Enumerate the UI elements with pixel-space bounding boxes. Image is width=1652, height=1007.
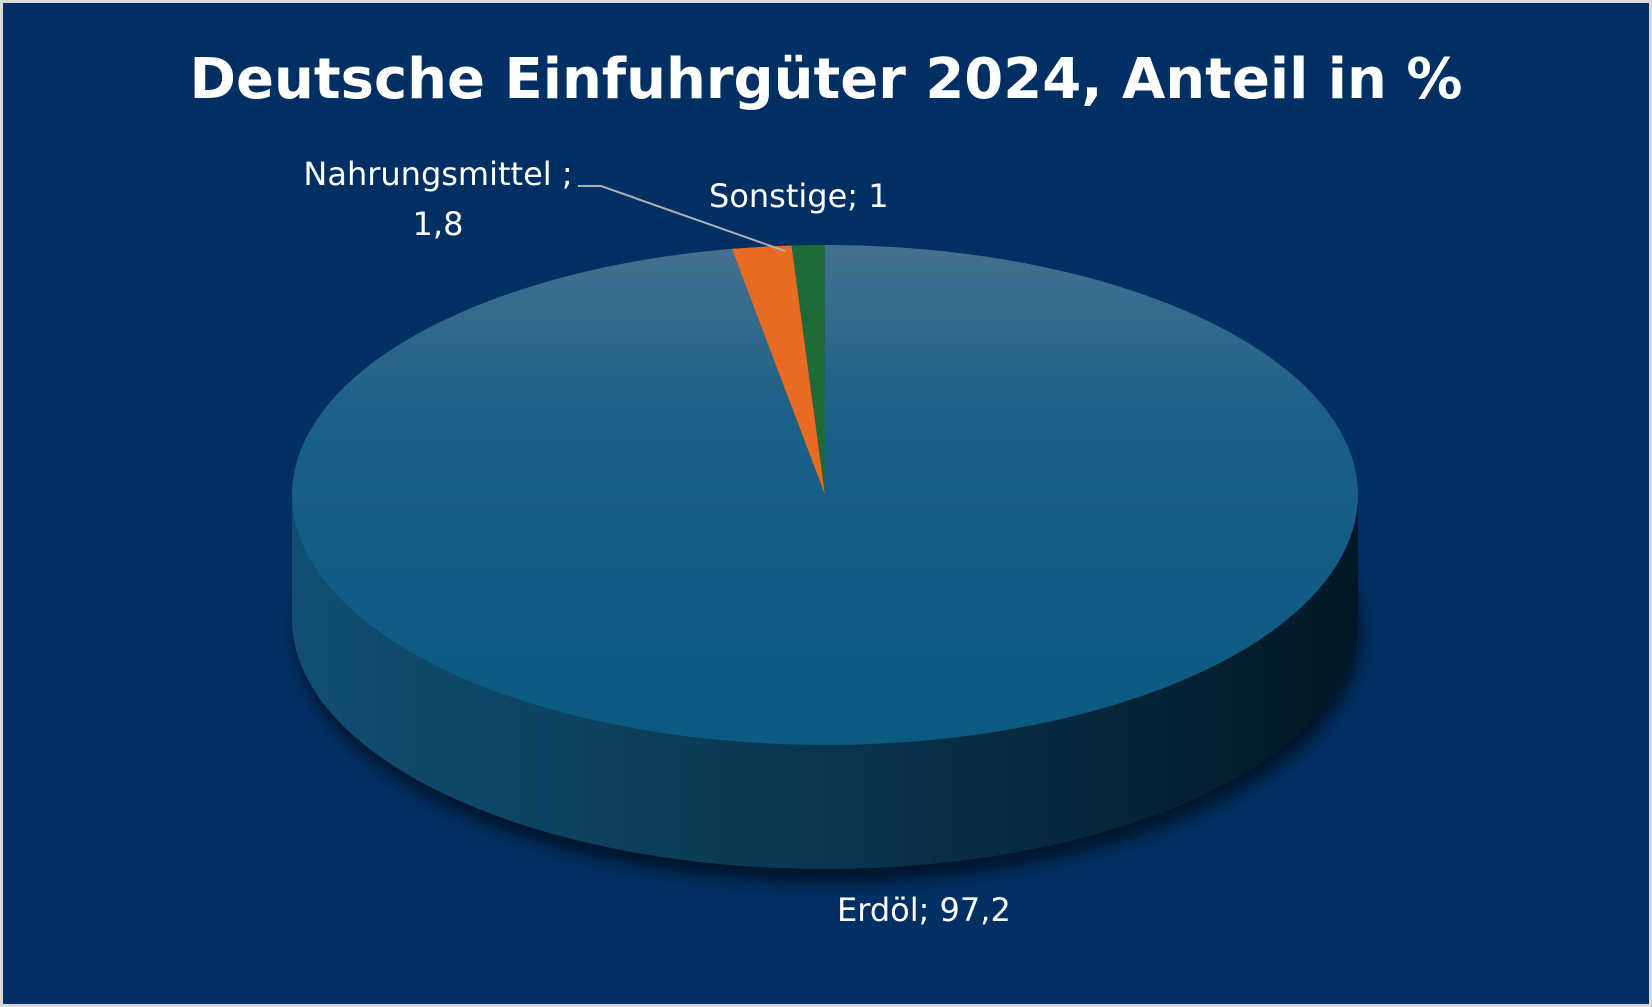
pie-chart <box>291 185 1362 883</box>
pie-slice-sonstige <box>791 245 825 495</box>
data-label-nahrungsmittel: Nahrungsmittel ; 1,8 <box>283 149 593 249</box>
nahrungsmittel-leader-line <box>578 185 786 252</box>
data-label-erdoel: Erdöl; 97,2 <box>837 891 1011 929</box>
pie-slice-nahrungsmittel <box>731 245 825 495</box>
pie-slice-erdoel <box>291 245 1358 746</box>
chart-area: Deutsche Einfuhrgüter 2024, Anteil in % … <box>3 3 1649 1004</box>
data-label-sonstige: Sonstige; 1 <box>709 177 889 215</box>
data-label-nahrungsmittel-name: Nahrungsmittel ; <box>303 155 573 193</box>
data-label-nahrungsmittel-value: 1,8 <box>412 205 464 243</box>
pie-side-wall <box>292 495 1358 869</box>
chart-title: Deutsche Einfuhrgüter 2024, Anteil in % <box>189 47 1463 112</box>
